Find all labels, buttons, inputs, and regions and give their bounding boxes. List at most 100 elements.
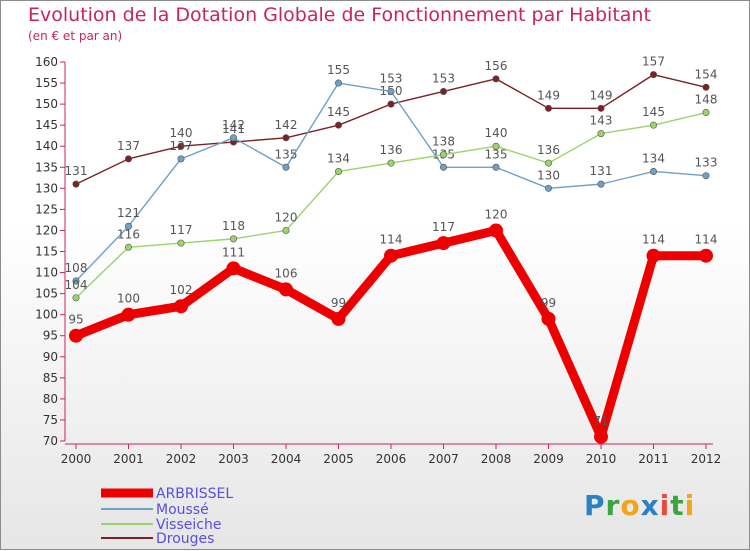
data-label-arbrissel: 114 [642,233,665,247]
data-point-mousse [177,155,185,163]
y-tick-label: 90 [43,350,58,364]
data-point-arbrissel [69,328,83,343]
data-label-visseiche: 117 [170,223,193,237]
data-point-arbrissel [121,307,136,322]
data-point-drouges [649,71,657,79]
data-label-drouges: 156 [485,59,508,73]
y-tick-label: 95 [43,329,58,343]
data-point-mousse [334,79,342,87]
data-label-visseiche: 140 [485,126,508,140]
data-point-drouges [177,142,185,150]
data-label-drouges: 142 [275,118,298,132]
data-point-visseiche [72,294,80,302]
y-tick-label: 160 [35,55,58,69]
data-point-drouges [282,134,290,142]
data-point-visseiche [177,239,185,247]
y-tick-label: 120 [35,223,58,237]
data-label-arbrissel: 106 [275,266,298,280]
proxiti-logo: Proxiti [584,489,696,522]
x-tick-label: 2007 [428,452,459,466]
x-tick-label: 2000 [61,452,92,466]
data-point-drouges [334,121,342,129]
data-point-visseiche [387,159,395,167]
data-label-visseiche: 148 [695,93,718,107]
x-tick-label: 2004 [271,452,302,466]
data-point-drouges [387,100,395,108]
data-label-drouges: 149 [590,88,613,102]
y-tick-label: 110 [35,266,58,280]
y-tick-label: 145 [35,118,58,132]
data-point-drouges [702,83,710,91]
data-point-mousse [492,163,500,171]
data-label-mousse: 134 [642,151,665,165]
data-label-mousse: 135 [485,147,508,161]
y-tick-label: 70 [43,434,58,448]
data-label-arbrissel: 95 [68,313,83,327]
data-point-mousse [230,134,238,142]
y-tick-label: 85 [43,371,58,385]
data-point-visseiche [597,130,605,138]
y-tick-label: 75 [43,413,58,427]
data-point-arbrissel [174,299,188,314]
data-label-mousse: 108 [65,261,88,275]
y-tick-label: 125 [35,202,58,216]
y-tick-label: 135 [35,160,58,174]
y-tick-label: 150 [35,97,58,111]
data-point-mousse [544,184,552,192]
data-label-drouges: 140 [170,126,193,140]
x-tick-label: 2006 [376,452,407,466]
legend-label: Moussé [156,502,209,518]
data-label-arbrissel: 102 [170,283,193,297]
data-point-visseiche [282,226,290,234]
x-tick-label: 2005 [323,452,354,466]
x-tick-label: 2009 [533,452,564,466]
data-label-drouges: 153 [432,71,455,85]
legend-label: Visseiche [156,517,221,533]
legend-label: ARBRISSEL [156,486,233,502]
data-label-visseiche: 136 [380,143,403,157]
data-label-drouges: 145 [327,105,350,119]
data-label-mousse: 137 [170,139,193,153]
data-label-mousse: 121 [117,206,140,220]
y-tick-label: 80 [43,392,58,406]
data-point-arbrissel [541,311,556,326]
data-point-mousse [702,172,710,180]
data-label-arbrissel: 114 [695,233,718,247]
data-label-visseiche: 120 [275,210,298,224]
data-point-visseiche [544,159,552,167]
y-tick-label: 140 [35,139,58,153]
data-point-arbrissel [384,248,398,263]
data-point-mousse [597,180,605,188]
data-label-drouges: 154 [695,67,718,81]
data-label-visseiche: 145 [642,105,665,119]
x-tick-label: 2011 [638,452,669,466]
data-label-visseiche: 104 [65,278,88,292]
data-label-mousse: 155 [327,63,350,77]
data-point-visseiche [649,121,657,129]
data-point-arbrissel [331,311,346,326]
data-label-visseiche: 143 [590,114,613,128]
data-point-arbrissel [436,236,451,251]
data-label-arbrissel: 114 [380,233,403,247]
data-point-arbrissel [594,429,608,444]
data-point-visseiche [702,109,710,117]
x-tick-label: 2001 [113,452,144,466]
data-point-drouges [125,155,133,163]
data-point-mousse [72,277,80,285]
data-label-arbrissel: 71 [593,414,608,428]
y-tick-label: 130 [35,181,58,195]
data-label-mousse: 130 [537,168,560,182]
data-point-drouges [439,87,447,95]
data-point-mousse [439,163,447,171]
data-label-mousse: 135 [275,147,298,161]
x-tick-label: 2003 [218,452,249,466]
data-point-arbrissel [489,223,503,238]
data-label-drouges: 141 [222,122,245,136]
data-label-mousse: 133 [695,156,718,170]
data-label-arbrissel: 100 [117,292,140,306]
data-label-arbrissel: 120 [485,207,508,221]
data-point-arbrissel [279,282,293,297]
data-label-drouges: 131 [65,164,88,178]
data-label-visseiche: 134 [327,151,350,165]
data-label-drouges: 149 [537,88,560,102]
